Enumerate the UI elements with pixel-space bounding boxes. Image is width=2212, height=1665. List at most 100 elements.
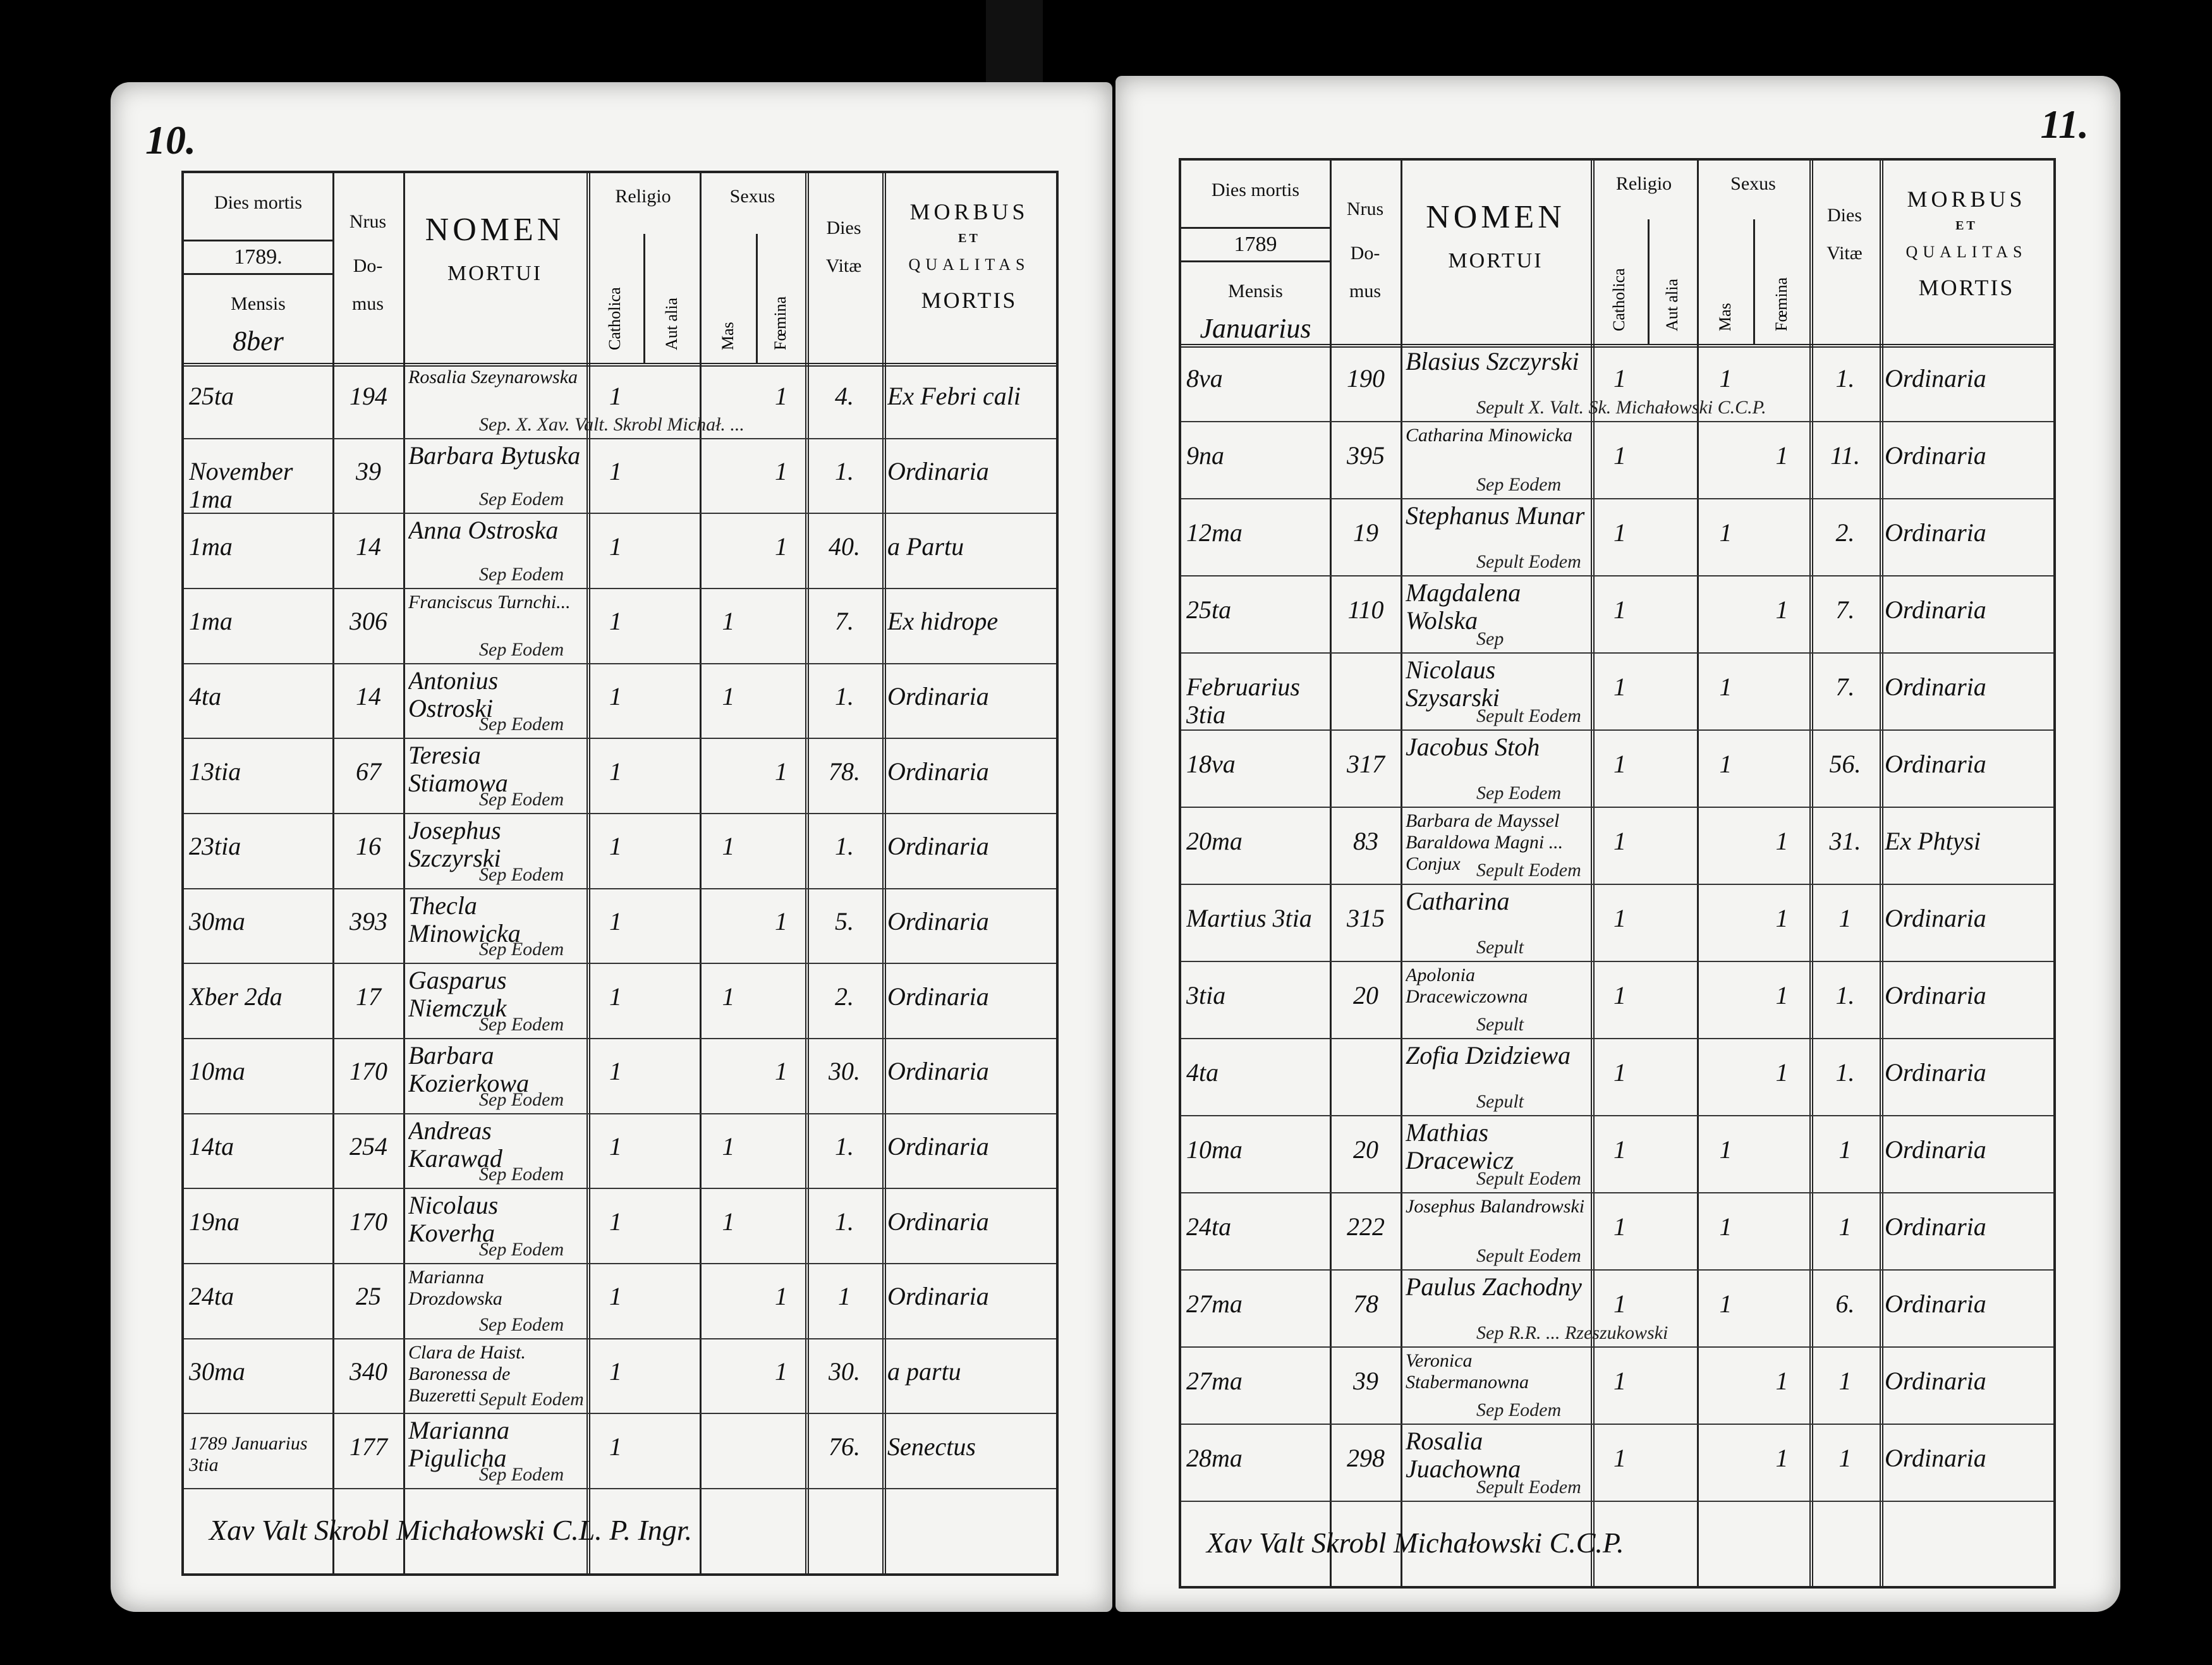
column-divider (1753, 219, 1755, 344)
cell-name: Thecla Minowicka (408, 891, 521, 948)
cell-name: Catharina (1406, 887, 1510, 915)
cell-vitae: 2. (835, 982, 854, 1011)
table-row: 9na 395 Catharina Minowicka 1 1 11. Ordinaria S… (1181, 421, 2053, 499)
cell-name: Rosalia Szeynarowska (408, 367, 578, 387)
cell-name: Gasparus Niemczuk (408, 967, 507, 1023)
cell-day: 28ma (1186, 1444, 1243, 1472)
cell-name: Jacobus Stoh (1406, 733, 1540, 761)
cell-day: 10ma (1186, 1136, 1243, 1164)
cell-morbus: Ex hidrope (887, 607, 999, 636)
cell-day: 24ta (189, 1283, 234, 1311)
dies-label: Dies (826, 217, 861, 238)
cell-day: 20ma (1186, 827, 1243, 855)
cell-day: 3tia (1186, 982, 1226, 1009)
column-divider (805, 173, 809, 1573)
cell-fem: 1 (1775, 1367, 1789, 1395)
cell-house: 83 (1353, 827, 1378, 855)
cell-cath: 1 (1613, 596, 1626, 624)
mortis-label: MORTIS (921, 288, 1018, 313)
cell-name: Clara de Haist. Baronessa de Buzeretti (408, 1341, 526, 1406)
cell-vitae: 78. (829, 757, 860, 786)
cell-vitae: 40. (829, 532, 860, 561)
cell-name: Andreas Karawad (408, 1116, 502, 1173)
cell-vitae: 1. (835, 832, 854, 861)
cell-name: Nicolaus Koverha (408, 1192, 499, 1248)
cell-vitae: 5. (835, 907, 854, 936)
cell-fem: 1 (1775, 442, 1789, 470)
cell-fem: 1 (1775, 905, 1789, 932)
catholica-label: Catholica (1610, 268, 1628, 331)
cell-house: 25 (356, 1283, 381, 1311)
cell-vitae: 1. (835, 682, 854, 711)
table-row: 18va 317 Jacobus Stoh 1 1 56. Ordinaria Sep Eod… (1181, 729, 2053, 808)
cell-cath: 1 (609, 382, 622, 411)
nomen-label: NOMEN (1426, 199, 1565, 235)
cell-day: 1789 Januarius 3tia (189, 1432, 308, 1475)
cell-day: 27ma (1186, 1290, 1243, 1318)
cell-vitae: 4. (835, 382, 854, 411)
cell-morbus: Ordinaria (887, 1132, 989, 1161)
table-row: 27ma 78 Paulus Zachodny 1 1 6. Ordinaria Sep R.… (1181, 1269, 2053, 1348)
femina-label: Fœmina (771, 296, 789, 350)
cell-name: Franciscus Turnchi... (408, 592, 571, 613)
cell-cath: 1 (1613, 1367, 1626, 1395)
cell-cath: 1 (609, 1432, 622, 1461)
table-row: 30ma 393 Thecla Minowicka 1 1 5. Ordinaria Sep … (184, 888, 1056, 965)
cell-day: 18va (1186, 750, 1236, 778)
cell-vitae: 1. (835, 457, 854, 485)
cell-cath: 1 (609, 1283, 622, 1311)
column-divider (403, 173, 405, 1573)
table-row: 1ma 14 Anna Ostroska 1 1 40. a Partu Sep Eodem (184, 513, 1056, 589)
cell-vitae: 56. (1829, 750, 1861, 778)
table-row: Xber 2da 17 Gasparus Niemczuk 1 1 2. Ordinaria… (184, 963, 1056, 1039)
cell-day: November 1ma (189, 457, 293, 513)
cell-day: 24ta (1186, 1213, 1232, 1241)
burial-note: Sepult Eodem (1476, 551, 1581, 572)
table-row: 30ma 340 Clara de Haist. Baronessa de Buze… (184, 1338, 1056, 1415)
column-divider (332, 173, 334, 1573)
catholica-label: Catholica (605, 287, 624, 350)
cell-house: 190 (1347, 365, 1385, 393)
column-divider (1401, 161, 1402, 1586)
cell-day: 4ta (1186, 1059, 1219, 1087)
cell-name: Josephus Balandrowski (1406, 1196, 1585, 1217)
cell-fem: 1 (1775, 596, 1789, 624)
cell-cath: 1 (609, 757, 622, 786)
cell-morbus: Ordinaria (1885, 982, 1986, 1009)
cell-mas: 1 (722, 1207, 735, 1236)
cell-cath: 1 (1613, 1213, 1626, 1241)
sexus-label: Sexus (1730, 173, 1776, 194)
cell-morbus: Ordinaria (887, 1207, 989, 1236)
cell-cath: 1 (1613, 1136, 1626, 1164)
cell-name: Josephus Szczyrski (408, 817, 501, 872)
cell-day: 10ma (189, 1058, 245, 1086)
mensis-label: Mensis (231, 293, 286, 314)
cell-morbus: Ordinaria (1885, 1444, 1986, 1472)
cell-house: 317 (1347, 750, 1385, 778)
cell-house: 20 (1353, 1136, 1378, 1164)
burial-note: Sep Eodem (479, 1013, 564, 1035)
et-label: ET (1955, 219, 1978, 233)
table-row: 24ta 222 Josephus Balandrowski 1 1 1 Ordinaria… (1181, 1192, 2053, 1271)
cell-cath: 1 (609, 457, 622, 485)
burial-note: Sepult (1476, 937, 1524, 958)
cell-fem: 1 (775, 532, 787, 561)
cell-morbus: Senectus (887, 1432, 976, 1461)
cell-fem: 1 (1775, 1059, 1789, 1087)
cell-house: 298 (1347, 1444, 1385, 1472)
cell-day: 27ma (1186, 1367, 1243, 1395)
cell-morbus: Ex Febri cali (887, 382, 1021, 411)
cell-day: Martius 3tia (1186, 905, 1312, 932)
cell-house: 39 (356, 457, 381, 485)
cell-vitae: 1. (835, 1207, 854, 1236)
et-label: ET (958, 231, 980, 245)
mortis-label: MORTIS (1918, 275, 2015, 300)
cell-day: 9na (1186, 442, 1224, 470)
burial-note: Sep Eodem (1476, 474, 1562, 495)
domus-label: Do- (1350, 243, 1380, 264)
table-row: Februarius 3tia Nicolaus Szysarski 1 1 7. Ord… (1181, 652, 2053, 731)
cell-morbus: a partu (887, 1357, 961, 1386)
cell-house: 17 (356, 982, 381, 1011)
burial-note: Sep Eodem (1476, 783, 1562, 803)
cell-house: 78 (1353, 1290, 1378, 1318)
